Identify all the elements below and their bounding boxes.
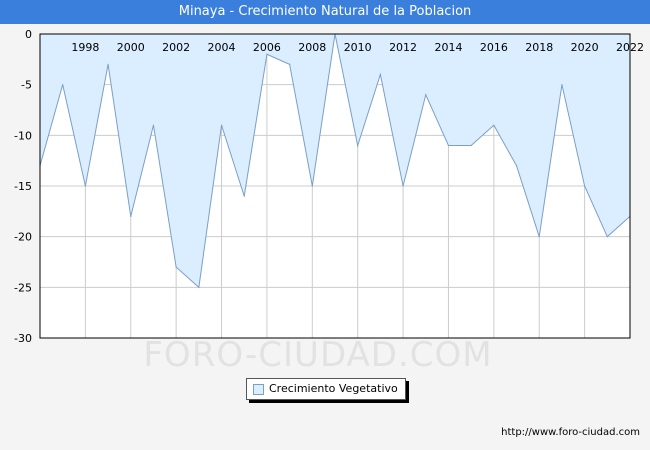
data-point-2007 [289,63,291,65]
data-point-2004 [220,124,223,126]
data-point-2012 [402,185,404,187]
y-tick-label: 0 [25,28,32,41]
x-tick-label: 2016 [480,41,508,54]
data-point-2015 [470,144,472,147]
y-tick-label: -30 [14,332,32,345]
data-point-2019 [561,84,563,86]
legend-label: Crecimiento Vegetativo [269,382,398,395]
x-tick-label: 2014 [434,41,462,54]
data-point-2008 [311,185,313,187]
y-tick-label: -15 [14,180,32,193]
x-tick-label: 2018 [525,41,553,54]
y-tick-label: -5 [21,79,32,92]
x-tick-label: 2000 [117,41,145,54]
data-point-2003 [198,286,200,288]
chart-title: Minaya - Crecimiento Natural de la Pobla… [178,4,472,19]
watermark: FORO-CIUDAD.COM [143,335,492,375]
y-tick-label: -25 [14,281,32,294]
x-tick-label: 2012 [389,41,417,54]
x-tick-label: 2006 [253,41,281,54]
data-point-2000 [130,215,132,217]
data-point-2018 [538,236,540,238]
data-point-1999 [107,63,109,65]
data-point-2001 [152,124,155,126]
data-point-2011 [379,73,381,76]
data-point-2016 [493,124,495,126]
data-point-1997 [62,84,64,86]
x-tick-label: 2022 [616,41,644,54]
data-point-2021 [606,236,608,238]
x-tick-label: 2020 [571,41,599,54]
chart-title-bar: Minaya - Crecimiento Natural de la Pobla… [0,0,650,24]
data-point-2006 [266,53,268,55]
x-tick-label: 1998 [71,41,99,54]
series-area [40,34,630,288]
x-tick-label: 2002 [162,41,190,54]
legend-swatch [253,384,264,395]
data-point-1998 [84,185,86,187]
data-point-2010 [357,144,359,147]
data-point-2020 [584,185,586,187]
data-point-2017 [515,165,518,167]
y-tick-label: -10 [14,129,32,142]
source-url: http://www.foro-ciudad.com [501,427,640,438]
legend: Crecimiento Vegetativo [246,378,406,400]
x-tick-label: 2004 [208,41,236,54]
plot-frame [39,33,631,339]
axis-ticks: 1998 2000 2002 2004 2006 2008 2010 2012 2014 2016… [14,28,644,345]
data-point-2014 [447,144,450,147]
data-point-2005 [243,195,245,197]
x-tick-label: 2010 [344,41,372,54]
x-tick-label: 2008 [298,41,326,54]
y-tick-label: -20 [14,231,32,244]
data-point-2002 [175,266,177,268]
data-point-2013 [425,94,427,96]
